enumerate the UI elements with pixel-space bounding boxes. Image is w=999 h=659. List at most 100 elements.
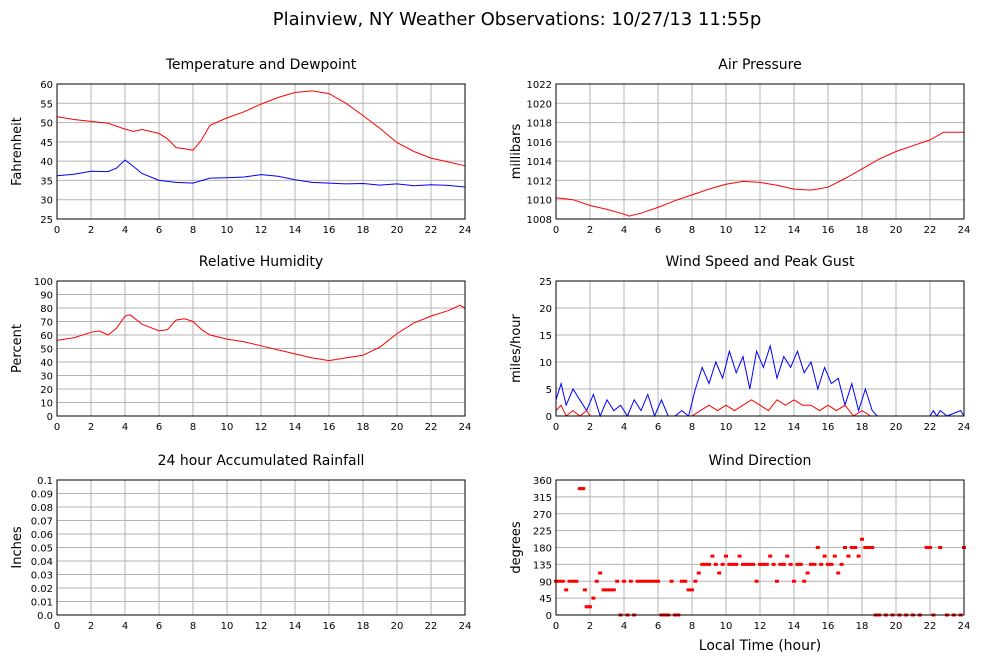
direction-point — [707, 562, 711, 566]
direction-point — [928, 546, 932, 549]
series-line-0 — [555, 131, 964, 217]
y-tick-label: 30 — [40, 372, 53, 383]
direction-point — [775, 579, 779, 583]
direction-point — [588, 605, 592, 609]
x-tick-label: 20 — [890, 422, 903, 433]
y-tick-label: 40 — [40, 358, 53, 369]
x-tick-label: 10 — [720, 621, 733, 632]
x-tick-label: 18 — [357, 422, 370, 433]
y-tick-label: 5 — [546, 385, 552, 396]
plot-frame — [56, 280, 466, 417]
series-line-1 — [555, 399, 964, 417]
chart-4: 0 2 4 6 8 10 12 14 16 18 20 22 240.00.010.020.030.04… — [10, 453, 471, 632]
direction-point — [822, 554, 827, 558]
direction-point — [802, 579, 807, 583]
y-tick-label: 50 — [40, 345, 53, 356]
direction-point — [574, 579, 579, 583]
direction-point — [781, 562, 786, 566]
direction-point — [720, 562, 725, 566]
x-tick-label: 24 — [459, 225, 472, 236]
y-tick-label: 20 — [539, 304, 552, 315]
direction-point — [656, 579, 660, 583]
direction-point — [795, 562, 800, 566]
direction-point — [605, 588, 609, 592]
direction-point — [608, 588, 613, 592]
x-tick-label: 22 — [924, 621, 937, 632]
y-tick-label: 360 — [533, 476, 552, 487]
y-tick-label: 225 — [533, 527, 552, 538]
direction-point — [598, 571, 603, 575]
direction-point — [785, 554, 790, 558]
y-tick-label: 10 — [40, 399, 53, 410]
x-tick-label: 10 — [221, 621, 234, 632]
y-tick-label: 1012 — [527, 176, 552, 187]
plot-frame — [555, 280, 965, 417]
x-tick-label: 8 — [689, 422, 695, 433]
x-tick-label: 4 — [621, 422, 627, 433]
direction-point — [639, 579, 643, 583]
y-tick-label: 1014 — [527, 157, 552, 168]
chart-1: 0 2 4 6 8 10 12 14 16 18 20 22 241008101010121014101… — [509, 57, 970, 236]
y-tick-label: 25 — [539, 277, 552, 288]
y-tick-label: 35 — [40, 176, 53, 187]
direction-point — [686, 588, 691, 592]
y-tick-label: 50 — [40, 119, 53, 130]
direction-point — [747, 562, 752, 566]
direction-point — [679, 579, 684, 583]
y-tick-label: 20 — [40, 385, 53, 396]
direction-point — [819, 562, 824, 566]
direction-point — [601, 588, 606, 592]
direction-point — [628, 579, 633, 583]
chart-5: 0 2 4 6 8 10 12 14 16 18 20 22 240459013518022527031… — [509, 453, 970, 654]
y-tick-label: 1010 — [527, 196, 552, 207]
x-tick-label: 0 — [553, 621, 559, 632]
direction-point — [778, 562, 783, 566]
direction-point — [594, 579, 599, 583]
x-tick-label: 12 — [754, 422, 767, 433]
y-tick-label: 1018 — [527, 119, 552, 130]
direction-point — [751, 562, 756, 566]
y-tick-label: 0.02 — [31, 584, 53, 595]
direction-point — [642, 579, 647, 583]
direction-point — [771, 562, 776, 566]
y-tick-label: 30 — [40, 196, 53, 207]
x-tick-label: 10 — [221, 225, 234, 236]
direction-point — [788, 562, 793, 566]
direction-point — [853, 546, 858, 549]
x-tick-label: 16 — [822, 422, 835, 433]
direction-point — [812, 562, 817, 566]
direction-point — [611, 588, 616, 592]
direction-point — [866, 546, 871, 549]
y-tick-label: 45 — [40, 138, 53, 149]
x-tick-label: 6 — [655, 225, 661, 236]
x-tick-label: 0 — [553, 225, 559, 236]
y-tick-label: 25 — [40, 215, 53, 226]
direction-point — [863, 546, 868, 549]
x-tick-label: 12 — [255, 225, 268, 236]
y-tick-label: 90 — [539, 577, 552, 588]
x-tick-label: 2 — [587, 422, 593, 433]
direction-point — [693, 579, 698, 583]
direction-point — [843, 546, 847, 549]
direction-point — [829, 562, 834, 566]
y-tick-label: 180 — [533, 544, 552, 555]
x-tick-label: 20 — [391, 225, 404, 236]
direction-point — [615, 579, 620, 583]
y-tick-label: 1008 — [527, 215, 552, 226]
x-tick-label: 18 — [856, 621, 869, 632]
series-line-1 — [56, 159, 466, 188]
chart-title: 24 hour Accumulated Rainfall — [158, 453, 365, 469]
y-tick-label: 100 — [34, 277, 53, 288]
x-tick-label: 6 — [156, 621, 162, 632]
chart-2: 0 2 4 6 8 10 12 14 16 18 20 22 240102030405060708090… — [10, 254, 471, 433]
chart-title: Wind Direction — [709, 453, 812, 469]
direction-point — [700, 562, 705, 566]
y-tick-label: 60 — [40, 331, 53, 342]
plot-frame — [555, 479, 965, 616]
direction-point — [652, 579, 657, 583]
direction-point — [622, 579, 626, 583]
x-tick-label: 24 — [958, 621, 971, 632]
direction-point — [839, 562, 844, 566]
y-tick-label: 0.01 — [31, 598, 53, 609]
